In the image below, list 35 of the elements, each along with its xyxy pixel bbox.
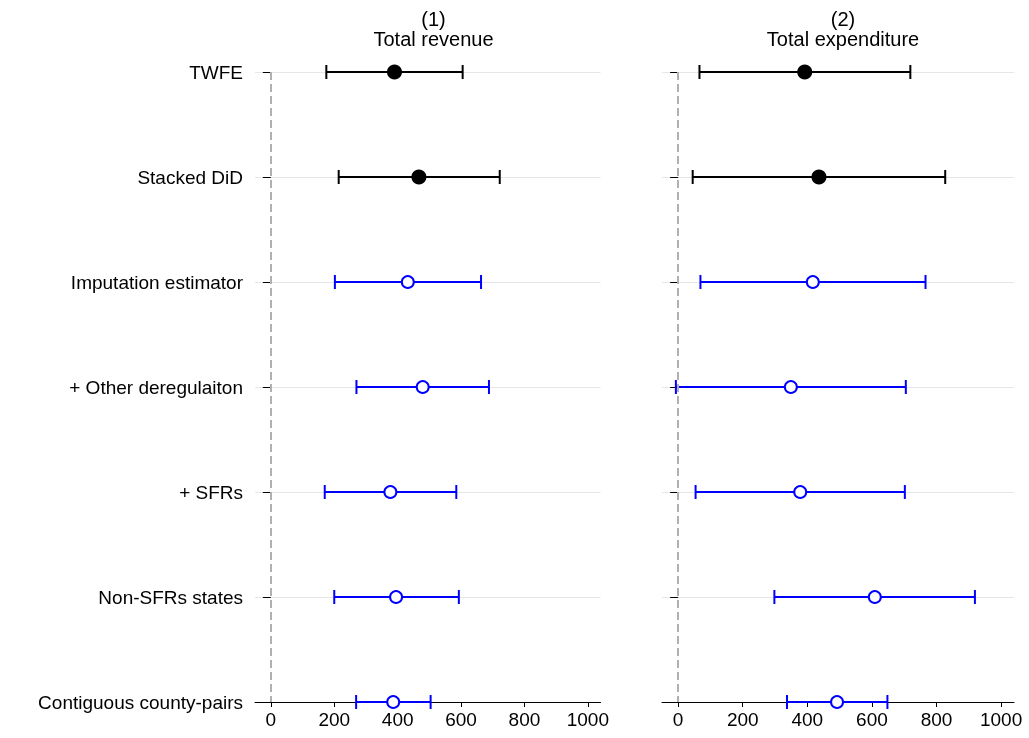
x-tick-label: 200 [318, 709, 351, 730]
point [830, 695, 845, 709]
point [411, 169, 427, 185]
point [867, 590, 882, 604]
point [783, 380, 798, 394]
x-tick-label: 600 [856, 709, 888, 730]
point [793, 485, 808, 499]
point [415, 380, 430, 394]
y-tick-label: Non-SFRs states [98, 586, 243, 608]
point [811, 169, 827, 185]
point [387, 64, 402, 80]
y-tick-label: Imputation estimator [70, 271, 244, 293]
x-tick-label: 600 [445, 709, 477, 730]
chart-title: (2) [830, 8, 856, 30]
point [797, 64, 813, 80]
y-tick-label: Contiguous county-pairs [38, 691, 243, 713]
point [805, 275, 820, 289]
x-tick-label: 400 [791, 709, 824, 730]
x-tick-label: 400 [381, 709, 414, 730]
chart-title: (1) [421, 8, 446, 30]
point [400, 275, 415, 289]
y-tick-label: + SFRs [179, 481, 243, 503]
x-tick-label: 0 [265, 709, 277, 730]
point [383, 485, 398, 499]
point [386, 695, 401, 709]
x-tick-label: 800 [508, 709, 541, 730]
y-tick-label: + Other deregulaiton [69, 376, 243, 398]
x-tick-label: 800 [920, 709, 953, 730]
x-tick-label: 200 [726, 709, 759, 730]
x-tick-label: 1000 [979, 709, 1023, 730]
y-tick-label: TWFE [189, 61, 243, 83]
x-tick-label: 0 [672, 709, 684, 730]
x-tick-label: 1000 [566, 709, 610, 730]
point [389, 590, 404, 604]
y-tick-label: Stacked DiD [137, 166, 243, 188]
